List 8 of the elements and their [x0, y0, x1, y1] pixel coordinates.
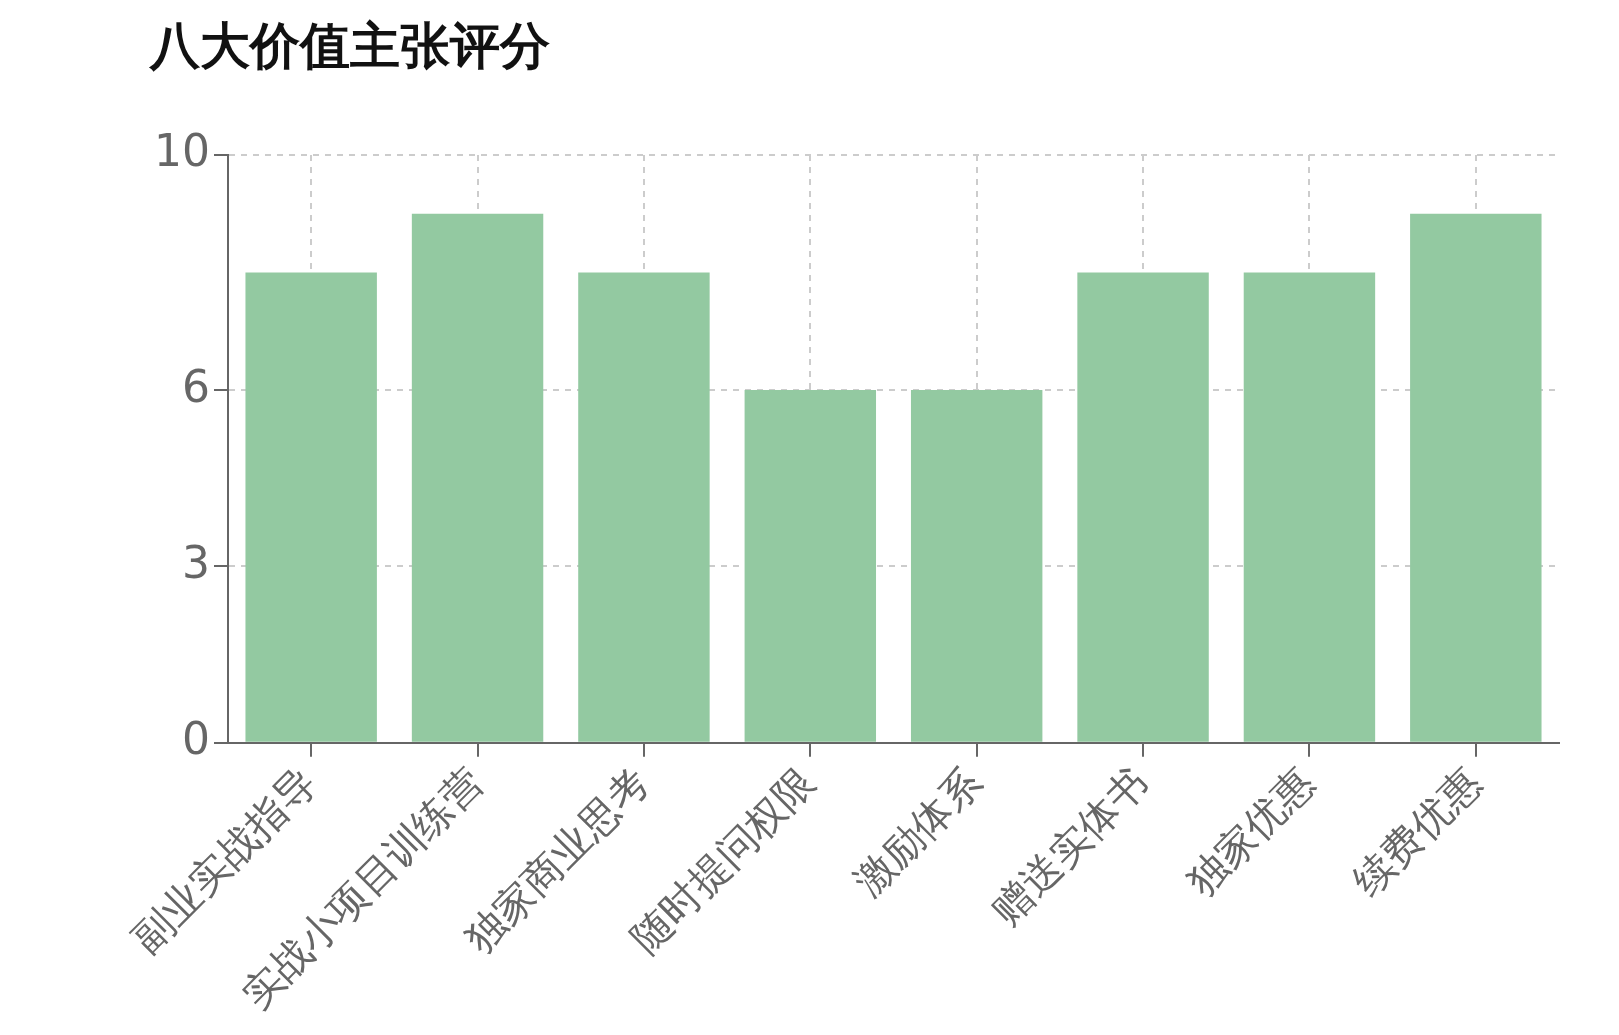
chart-title: 八大价值主张评分: [148, 16, 550, 75]
x-tick-label: 续费优惠: [1343, 758, 1490, 905]
y-tick-label: 10: [153, 125, 210, 177]
y-tick-label: 3: [181, 536, 210, 588]
y-tick-label: 6: [181, 360, 210, 412]
x-tick-label: 激励体系: [844, 758, 991, 905]
x-tick-label: 独家优惠: [1177, 758, 1324, 905]
y-tick-label: 0: [181, 713, 210, 765]
